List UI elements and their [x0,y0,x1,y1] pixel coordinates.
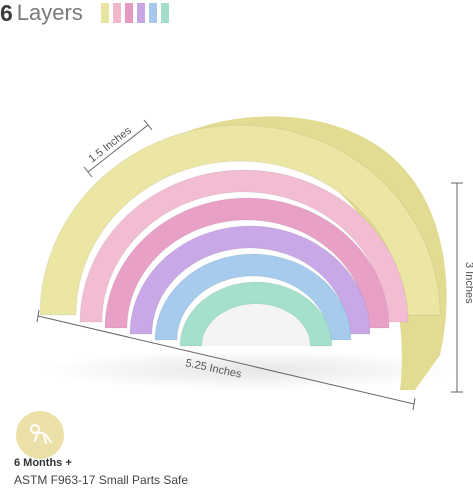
color-swatch-3 [124,3,133,23]
header: 6 Layers [0,0,169,26]
color-swatch-2 [112,3,121,23]
height-dimension: 3 Inches [451,182,473,393]
rainbow-arch-1 [39,124,441,316]
layers-count: 6 [0,0,13,26]
color-swatch-1 [100,3,109,23]
safety-label: ASTM F963-17 Small Parts Safe [14,473,189,487]
color-swatch-6 [160,3,169,23]
rainbow-arch-3 [104,197,390,329]
age-label: 6 Months + [14,457,72,469]
rainbow-arch-2 [79,169,409,323]
floor-shadow [40,350,460,390]
age-badge [16,411,64,459]
baby-crawling-icon [30,424,52,444]
color-swatch-5 [148,3,157,23]
color-swatches [100,3,169,23]
rainbow-arch-5 [154,253,352,341]
color-swatch-4 [136,3,145,23]
arch-opening [202,304,310,346]
height-label: 3 Inches [463,262,473,304]
rainbow-arches [39,124,441,347]
rainbow-arch-4 [129,225,371,335]
layers-label: Layers [16,0,83,25]
